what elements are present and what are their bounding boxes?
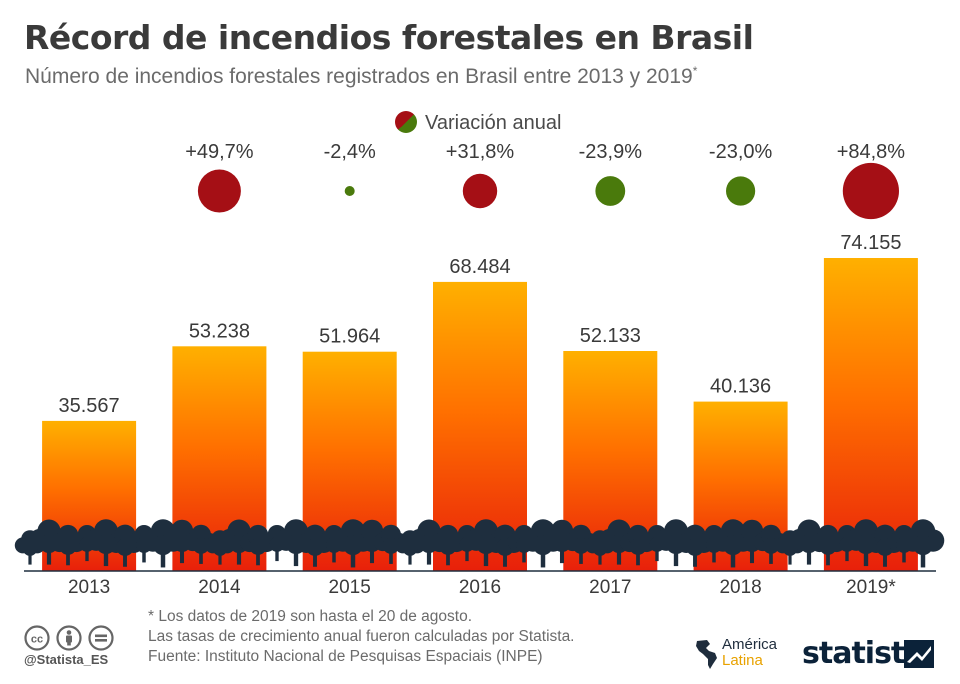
x-axis-tick-labels: 2013 2014 2015 2016 2017 2018 2019* <box>68 577 896 598</box>
value-label: 51.964 <box>319 326 380 348</box>
license-icons: cc <box>24 625 114 651</box>
cc-icon: cc <box>24 625 50 651</box>
x-tick-label: 2019* <box>846 577 896 598</box>
subtitle-asterisk: * <box>692 64 698 78</box>
value-label: 68.484 <box>449 256 510 278</box>
americas-map-icon <box>696 640 717 669</box>
value-label: 40.136 <box>710 376 771 398</box>
social-handle: @Statista_ES <box>24 652 109 667</box>
x-tick-label: 2017 <box>589 577 631 598</box>
value-label: 52.133 <box>580 325 641 347</box>
annual-change-bubbles: +49,7% -2,4% +31,8% -23,9% -23,0% +84,8% <box>185 141 906 220</box>
subtitle-text: Número de incendios forestales registrad… <box>25 65 693 88</box>
value-labels: 35.567 53.238 51.964 68.484 52.133 40.136 74.1… <box>59 232 902 417</box>
x-tick-label: 2015 <box>329 577 371 598</box>
value-label: 35.567 <box>59 395 120 417</box>
nd-icon <box>88 625 114 651</box>
change-bubble <box>726 176 756 206</box>
x-tick-label: 2013 <box>68 577 110 598</box>
chart-subtitle: Número de incendios forestales registrad… <box>25 64 697 89</box>
legend-label: Variación anual <box>425 112 561 134</box>
legend: Variación anual <box>395 111 561 134</box>
x-tick-label: 2018 <box>719 577 761 598</box>
chart-title: Récord de incendios forestales en Brasil <box>24 18 754 57</box>
change-bubble <box>595 176 626 206</box>
partner-logo: América Latina <box>722 637 777 669</box>
change-bubble <box>344 186 355 196</box>
footnotes: * Los datos de 2019 son hasta el 20 de a… <box>148 607 575 667</box>
change-label: -2,4% <box>324 141 376 163</box>
bar-2019 <box>823 258 918 571</box>
svg-text:cc: cc <box>31 634 43 646</box>
change-bubble <box>197 169 241 213</box>
change-label: -23,0% <box>709 141 773 163</box>
change-label: +49,7% <box>185 141 254 163</box>
x-tick-label: 2014 <box>198 577 241 598</box>
change-bubble <box>842 162 900 220</box>
change-label: -23,9% <box>579 141 643 163</box>
footnote-asterisk: * Los datos de 2019 son hasta el 20 de a… <box>148 608 473 625</box>
statista-mark-icon <box>904 640 934 668</box>
by-icon <box>56 625 82 651</box>
partner-logo-line2: Latina <box>722 652 763 669</box>
change-label: +31,8% <box>446 141 515 163</box>
change-label: +84,8% <box>837 141 906 163</box>
value-label: 53.238 <box>189 320 250 342</box>
change-bubble <box>462 173 498 209</box>
legend-swatch-icon <box>395 111 417 133</box>
value-label: 74.155 <box>840 232 901 254</box>
partner-logo-line1: América <box>722 636 778 653</box>
footnote-source: Fuente: Instituto Nacional de Pesquisas … <box>148 648 543 665</box>
x-tick-label: 2016 <box>459 577 501 598</box>
footnote-method: Las tasas de crecimiento anual fueron ca… <box>148 628 575 645</box>
